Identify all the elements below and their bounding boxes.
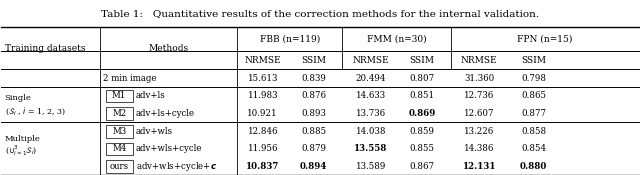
Text: 14.633: 14.633 (356, 91, 386, 100)
Text: FMM (n=30): FMM (n=30) (367, 34, 426, 43)
Text: 11.983: 11.983 (248, 91, 278, 100)
Text: 12.846: 12.846 (248, 127, 278, 136)
Text: 13.589: 13.589 (356, 162, 386, 171)
Bar (106, 107, 132, 120)
Text: 10.921: 10.921 (247, 109, 278, 118)
Text: 2 min image: 2 min image (103, 74, 157, 83)
Text: 12.736: 12.736 (464, 91, 495, 100)
Text: 20.494: 20.494 (356, 74, 386, 83)
Text: M2: M2 (112, 109, 127, 118)
Text: M3: M3 (112, 127, 126, 136)
Text: adv+wls+cycle: adv+wls+cycle (136, 144, 202, 153)
Text: 15.613: 15.613 (248, 74, 278, 83)
Text: 0.807: 0.807 (410, 74, 435, 83)
Text: NRMSE: NRMSE (353, 56, 389, 65)
Text: 10.837: 10.837 (246, 162, 279, 171)
Text: ours: ours (109, 162, 129, 171)
Text: adv+ls+cycle: adv+ls+cycle (136, 109, 195, 118)
Text: 14.038: 14.038 (356, 127, 386, 136)
Text: Methods: Methods (148, 44, 189, 52)
Text: 0.851: 0.851 (410, 91, 435, 100)
Text: Multiple: Multiple (4, 135, 40, 143)
Text: M1: M1 (112, 91, 127, 100)
Bar (106, 90, 132, 102)
Text: adv+ls: adv+ls (136, 91, 166, 100)
Text: 13.226: 13.226 (464, 127, 495, 136)
Text: ($\cup_{i=1}^{3}\mathcal{S}_i$): ($\cup_{i=1}^{3}\mathcal{S}_i$) (4, 143, 37, 158)
Text: 0.885: 0.885 (301, 127, 326, 136)
Text: adv+wls+cycle+$\boldsymbol{c}$: adv+wls+cycle+$\boldsymbol{c}$ (136, 160, 217, 173)
Text: 12.131: 12.131 (463, 162, 496, 171)
Text: NRMSE: NRMSE (244, 56, 281, 65)
Text: M4: M4 (112, 144, 127, 153)
Text: 0.893: 0.893 (301, 109, 326, 118)
Bar (106, 142, 132, 155)
Text: Training datasets: Training datasets (4, 44, 85, 52)
Text: 0.876: 0.876 (301, 91, 326, 100)
Text: 0.798: 0.798 (521, 74, 546, 83)
Text: SSIM: SSIM (521, 56, 546, 65)
Bar (106, 160, 132, 173)
Text: 0.877: 0.877 (521, 109, 546, 118)
Text: NRMSE: NRMSE (461, 56, 498, 65)
Text: 13.736: 13.736 (356, 109, 386, 118)
Text: 11.956: 11.956 (248, 144, 278, 153)
Text: 0.867: 0.867 (410, 162, 435, 171)
Text: 31.360: 31.360 (464, 74, 495, 83)
Text: 12.607: 12.607 (464, 109, 495, 118)
Text: 0.865: 0.865 (521, 91, 546, 100)
Text: 0.854: 0.854 (521, 144, 546, 153)
Text: 13.558: 13.558 (355, 144, 388, 153)
Text: 0.869: 0.869 (408, 109, 436, 118)
Text: adv+wls: adv+wls (136, 127, 173, 136)
Text: ($\mathcal{S}_i$ , $i$ = 1, 2, 3): ($\mathcal{S}_i$ , $i$ = 1, 2, 3) (4, 106, 65, 117)
Text: 0.859: 0.859 (410, 127, 435, 136)
Text: FBB (n=119): FBB (n=119) (260, 34, 320, 43)
Text: 0.880: 0.880 (520, 162, 547, 171)
Text: Table 1:   Quantitative results of the correction methods for the internal valid: Table 1: Quantitative results of the cor… (101, 9, 539, 18)
Text: 0.839: 0.839 (301, 74, 326, 83)
Text: 0.855: 0.855 (410, 144, 435, 153)
Text: 14.386: 14.386 (464, 144, 495, 153)
Text: 0.894: 0.894 (300, 162, 327, 171)
Text: Single: Single (4, 94, 31, 102)
Text: 0.858: 0.858 (521, 127, 546, 136)
Text: FPN (n=15): FPN (n=15) (517, 34, 572, 43)
Text: SSIM: SSIM (410, 56, 435, 65)
Text: 0.879: 0.879 (301, 144, 326, 153)
Bar (106, 125, 132, 138)
Text: SSIM: SSIM (301, 56, 326, 65)
